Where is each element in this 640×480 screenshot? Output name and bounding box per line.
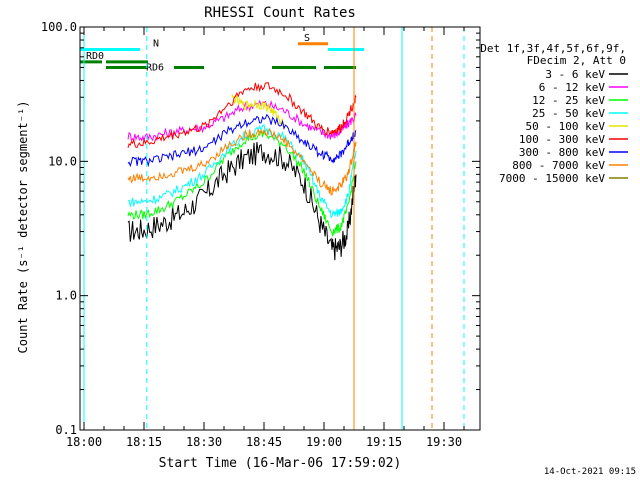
series-line [127, 99, 357, 143]
legend-label: 300 - 800 keV [519, 146, 605, 159]
legend-label: 6 - 12 keV [539, 81, 606, 94]
x-tick-label: 18:00 [66, 435, 102, 449]
legend-header-line2: FDecim 2, Att 0 [527, 54, 626, 67]
legend-label: 50 - 100 keV [526, 120, 606, 133]
legend-label: 12 - 25 keV [532, 94, 605, 107]
series-lines [127, 82, 357, 261]
x-tick-label: 18:30 [186, 435, 222, 449]
x-tick-label: 19:15 [366, 435, 402, 449]
series-line [127, 123, 357, 219]
x-axis-label: Start Time (16-Mar-06 17:59:02) [159, 456, 402, 471]
legend-label: 25 - 50 keV [532, 107, 605, 120]
flag-bar-label: S [304, 33, 310, 44]
x-tick-label: 19:00 [306, 435, 342, 449]
series-line [127, 113, 357, 168]
flag-bar-label: N [153, 38, 159, 49]
chart-title: RHESSI Count Rates [204, 5, 356, 21]
x-tick-label: 19:30 [426, 435, 462, 449]
vertical-markers [83, 27, 465, 430]
timestamp: 14-Oct-2021 09:15 [544, 467, 636, 477]
series-line [127, 142, 357, 261]
legend-label: 7000 - 15000 keV [499, 172, 605, 185]
plot-frame [79, 26, 481, 431]
legend-label: 800 - 7000 keV [512, 159, 605, 172]
flag-bars: RD0 RD6 N S [80, 33, 364, 73]
legend-label: 100 - 300 keV [519, 133, 605, 146]
y-tick-label: 100.0 [41, 20, 77, 34]
y-tick-label: 1.0 [55, 289, 77, 303]
axes: 18:00 18:15 18:30 18:45 19:00 19:15 19:30 0.1 1.… [41, 20, 481, 449]
y-axis-label: Count Rate (s⁻¹ detector segment⁻¹) [16, 101, 30, 354]
flag-bar-label: RD0 [86, 51, 104, 62]
series-line [127, 130, 357, 237]
legend-header-line1: Det 1f,3f,4f,5f,6f,9f, [480, 42, 626, 55]
legend-label: 3 - 6 keV [545, 68, 605, 81]
x-tick-label: 18:15 [126, 435, 162, 449]
series-line [127, 128, 357, 196]
x-tick-label: 18:45 [246, 435, 282, 449]
series-line [127, 82, 357, 149]
flag-bar-label: RD6 [146, 62, 164, 73]
y-tick-label: 0.1 [55, 423, 77, 437]
y-tick-label: 10.0 [48, 154, 77, 168]
